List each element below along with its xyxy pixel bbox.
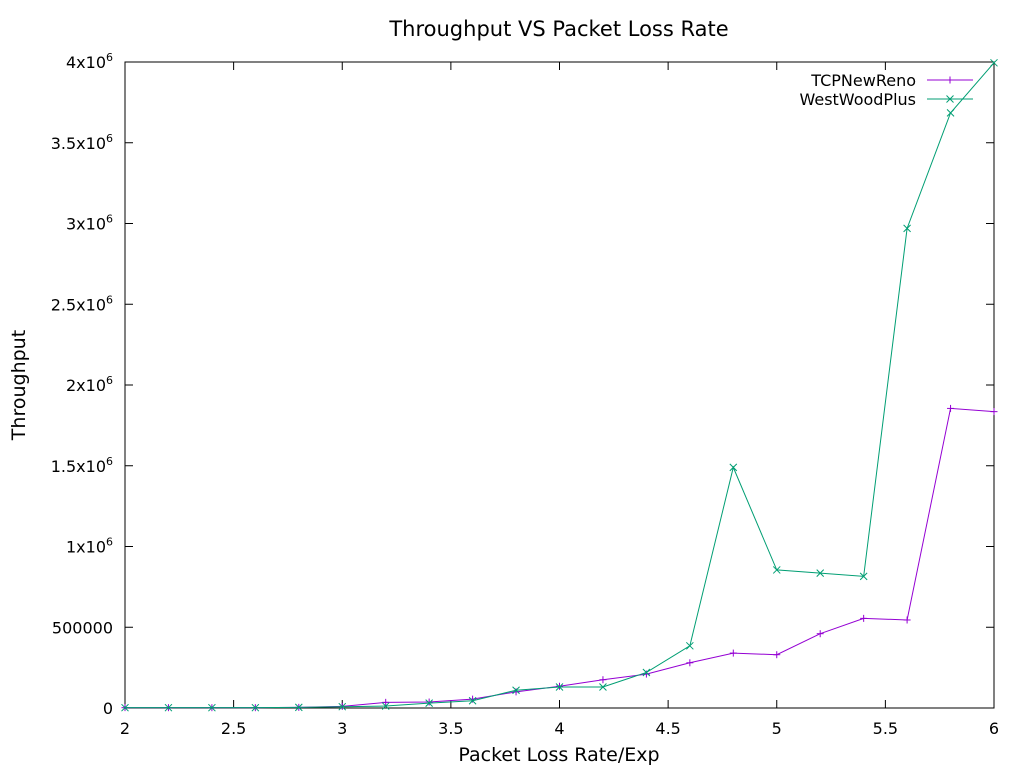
data-point (425, 699, 434, 708)
legend-marker (946, 76, 954, 84)
y-tick-exponent: 6 (106, 51, 113, 64)
y-tick-exponent: 6 (106, 536, 113, 549)
data-point (381, 702, 390, 710)
data-point (990, 408, 998, 416)
y-tick-mantissa: 1.5x10 (51, 457, 106, 476)
data-point (816, 569, 825, 578)
data-point (816, 630, 824, 638)
y-tick-exponent: 6 (106, 455, 113, 468)
data-point (121, 703, 129, 712)
data-point (729, 463, 738, 472)
y-axis-ticks: 05000001x1061.5x1062x1062.5x1063x1063.5x… (51, 51, 994, 718)
data-point (642, 670, 650, 678)
x-tick-label: 5 (772, 719, 782, 738)
data-point (164, 703, 173, 712)
data-point (903, 616, 911, 624)
data-point (685, 641, 694, 650)
x-tick-label: 2.5 (221, 719, 246, 738)
x-tick-label: 2 (120, 719, 130, 738)
y-tick-mantissa: 1x10 (66, 538, 106, 557)
data-point (686, 659, 694, 667)
legend-label: TCPNewReno (810, 71, 916, 90)
y-tick-mantissa: 500000 (52, 618, 113, 637)
data-point (555, 683, 564, 691)
data-point (859, 572, 868, 581)
y-tick-mantissa: 4x10 (66, 53, 106, 72)
data-point (425, 698, 433, 706)
data-point (642, 668, 651, 677)
data-point (599, 676, 607, 684)
y-tick-label: 3x106 (66, 213, 113, 234)
y-tick-mantissa: 2x10 (66, 376, 106, 395)
y-tick-mantissa: 2.5x10 (51, 295, 106, 314)
data-point (860, 614, 868, 622)
data-point (251, 703, 260, 712)
y-tick-label: 3.5x106 (51, 132, 113, 153)
x-tick-label: 4 (554, 719, 564, 738)
y-tick-label: 0 (103, 699, 113, 718)
y-axis-title: Throughput (8, 330, 30, 441)
data-point (512, 688, 520, 696)
data-point (729, 649, 737, 657)
y-tick-mantissa: 3.5x10 (51, 134, 106, 153)
y-tick-exponent: 6 (106, 132, 113, 145)
data-point (773, 651, 781, 659)
x-tick-label: 4.5 (655, 719, 680, 738)
legend-label: WestWoodPlus (799, 90, 916, 109)
x-tick-label: 5.5 (873, 719, 898, 738)
data-point (294, 703, 303, 712)
y-tick-label: 500000 (52, 618, 113, 637)
data-point (772, 566, 781, 574)
data-point (947, 404, 955, 412)
y-tick-exponent: 6 (106, 293, 113, 306)
data-point (903, 224, 911, 233)
y-tick-mantissa: 0 (103, 699, 113, 718)
legend-item: WestWoodPlus (799, 90, 973, 109)
data-point (512, 686, 520, 695)
y-tick-label: 1.5x106 (51, 455, 113, 476)
legend-item: TCPNewReno (810, 71, 973, 90)
series-line (125, 62, 995, 709)
data-point (469, 695, 477, 703)
chart-title: Throughput VS Packet Loss Rate (388, 17, 728, 41)
y-tick-label: 4x106 (66, 51, 113, 72)
x-axis-ticks: 2 2.5 3 3.5 4 4.5 5 5.5 6 (120, 62, 999, 738)
data-point (468, 696, 477, 705)
x-tick-label: 3 (337, 719, 347, 738)
series-westwoodplus (121, 58, 998, 712)
plot-area-border (124, 61, 995, 709)
data-point (208, 703, 216, 712)
y-tick-mantissa: 3x10 (66, 215, 106, 234)
data-point (599, 683, 607, 691)
data-point (338, 702, 347, 711)
data-series (121, 58, 998, 712)
x-tick-label: 3.5 (438, 719, 463, 738)
data-point (990, 58, 998, 67)
y-tick-exponent: 6 (106, 213, 113, 226)
legend-marker (946, 95, 954, 103)
series-line (125, 407, 995, 709)
data-point (946, 109, 955, 117)
y-tick-label: 2.5x106 (51, 293, 113, 314)
y-tick-label: 1x106 (66, 536, 113, 557)
y-tick-exponent: 6 (106, 374, 113, 387)
x-axis-title: Packet Loss Rate/Exp (458, 744, 659, 766)
y-tick-label: 2x106 (66, 374, 113, 395)
x-tick-label: 6 (989, 719, 999, 738)
data-point (556, 682, 563, 690)
data-point (382, 698, 390, 706)
